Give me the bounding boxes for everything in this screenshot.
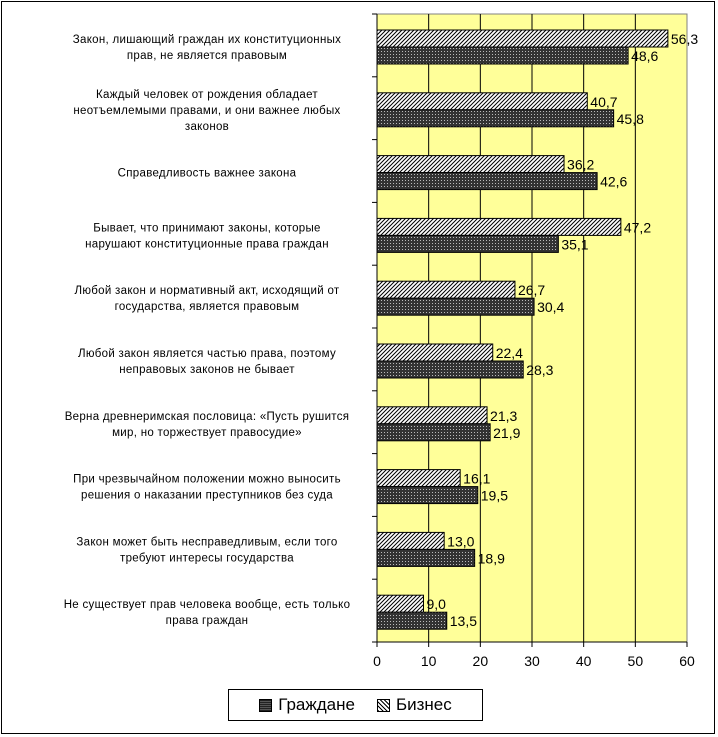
category-label-line: прав, не является правовым (127, 50, 287, 62)
data-label: 36,2 (567, 157, 594, 173)
category-label-line: неотъемлемыми правами, и они важнее любы… (73, 105, 340, 117)
x-tick-label: 30 (524, 653, 540, 669)
category-label-line: Любой закон и нормативный акт, исходящий… (74, 285, 339, 297)
data-label: 18,9 (478, 550, 505, 566)
bar-grazhdane (376, 109, 615, 128)
x-tick-label: 50 (628, 653, 644, 669)
bar-biznes (376, 280, 516, 299)
bar-grazhdane (376, 548, 476, 567)
category-label-line: Справедливость важнее закона (118, 168, 297, 180)
data-label: 13,0 (447, 533, 474, 549)
data-label: 21,3 (490, 408, 517, 424)
legend-label-grazhdane: Граждане (278, 695, 355, 714)
data-label: 26,7 (518, 282, 545, 298)
data-label: 45,8 (617, 111, 644, 127)
legend-swatch-biznes (376, 698, 390, 712)
bar-grazhdane (376, 172, 598, 191)
category-label-line: Любой закон является частью права, поэто… (78, 348, 336, 360)
legend: Граждане Бизнес (228, 689, 483, 721)
bar-biznes (376, 343, 494, 362)
legend-label-biznes: Бизнес (395, 695, 452, 714)
x-tick-label: 10 (421, 653, 437, 669)
category-label-line: законов (185, 121, 229, 133)
category-label-line: мир, но торжествует правосудие» (112, 427, 302, 439)
bar-grazhdane (376, 297, 535, 316)
data-label: 22,4 (496, 345, 523, 361)
category-label-line: Закон, лишающий граждан их конституционн… (73, 34, 341, 46)
bar-grazhdane (376, 423, 491, 442)
category-label-line: государства, является правовым (115, 301, 300, 313)
category-label: Бывает, что принимают законы, которые нар… (85, 222, 329, 250)
data-label: 40,7 (590, 94, 617, 110)
category-label-line: решения о наказании преступников без суд… (81, 490, 333, 502)
data-label: 48,6 (631, 48, 658, 64)
x-tick-label: 0 (373, 653, 381, 669)
category-label-line: Бывает, что принимают законы, которые (93, 222, 321, 234)
category-label-line: неправовых законов не бывает (119, 364, 295, 376)
data-label: 28,3 (526, 362, 553, 378)
x-tick-label: 60 (679, 653, 695, 669)
bar-biznes (376, 594, 424, 613)
data-label: 13,5 (450, 613, 477, 629)
bar-biznes (376, 531, 445, 550)
category-label: Справедливость важнее закона (118, 168, 297, 180)
category-label-line: Верна древнеримская пословица: «Пусть ру… (65, 411, 350, 423)
data-label: 47,2 (624, 219, 651, 235)
bar-biznes (376, 406, 488, 425)
category-label-line: нарушают конституционные права граждан (85, 238, 329, 250)
bar-grazhdane (376, 360, 524, 379)
data-label: 42,6 (600, 174, 627, 190)
category-label: Закон, лишающий граждан их конституционн… (73, 34, 341, 62)
data-label: 35,1 (561, 236, 588, 252)
category-label: Любой закон является частью права, поэто… (78, 348, 336, 376)
bar-grazhdane (376, 486, 479, 505)
category-label-line: права граждан (166, 615, 249, 627)
data-label: 9,0 (427, 596, 447, 612)
category-label-line: Каждый человек от рождения обладает (96, 89, 318, 101)
legend-item-grazhdane: Граждане (259, 695, 355, 715)
category-label: Любой закон и нормативный акт, исходящий… (74, 285, 339, 313)
category-label: Не существует прав человека вообще, есть… (64, 599, 351, 627)
category-label: Верна древнеримская пословица: «Пусть ру… (65, 411, 350, 439)
bar-grazhdane (376, 46, 629, 65)
bar-biznes (376, 29, 669, 48)
bar-biznes (376, 92, 588, 111)
category-label: При чрезвычайном положении можно выносит… (73, 474, 341, 502)
category-label-line: При чрезвычайном положении можно выносит… (73, 474, 341, 486)
bar-biznes (376, 469, 461, 488)
category-label: Закон может быть несправедливым, если то… (76, 536, 337, 564)
data-label: 21,9 (493, 425, 520, 441)
bar-grazhdane (376, 611, 448, 630)
x-tick-label: 20 (473, 653, 489, 669)
category-label-line: требуют интересы государства (120, 552, 294, 564)
category-label: Каждый человек от рождения обладает неотъ… (73, 89, 340, 133)
x-tick-label: 40 (576, 653, 592, 669)
data-label: 56,3 (671, 31, 698, 47)
data-label: 19,5 (481, 488, 508, 504)
data-label: 16,1 (463, 471, 490, 487)
bar-grazhdane (376, 234, 559, 253)
legend-swatch-grazhdane (259, 698, 273, 712)
data-label: 30,4 (537, 299, 564, 315)
category-label-line: Закон может быть несправедливым, если то… (76, 536, 337, 548)
category-label-line: Не существует прав человека вообще, есть… (64, 599, 351, 611)
bar-biznes (376, 217, 622, 236)
legend-item-biznes: Бизнес (376, 695, 452, 715)
bar-biznes (376, 155, 565, 174)
